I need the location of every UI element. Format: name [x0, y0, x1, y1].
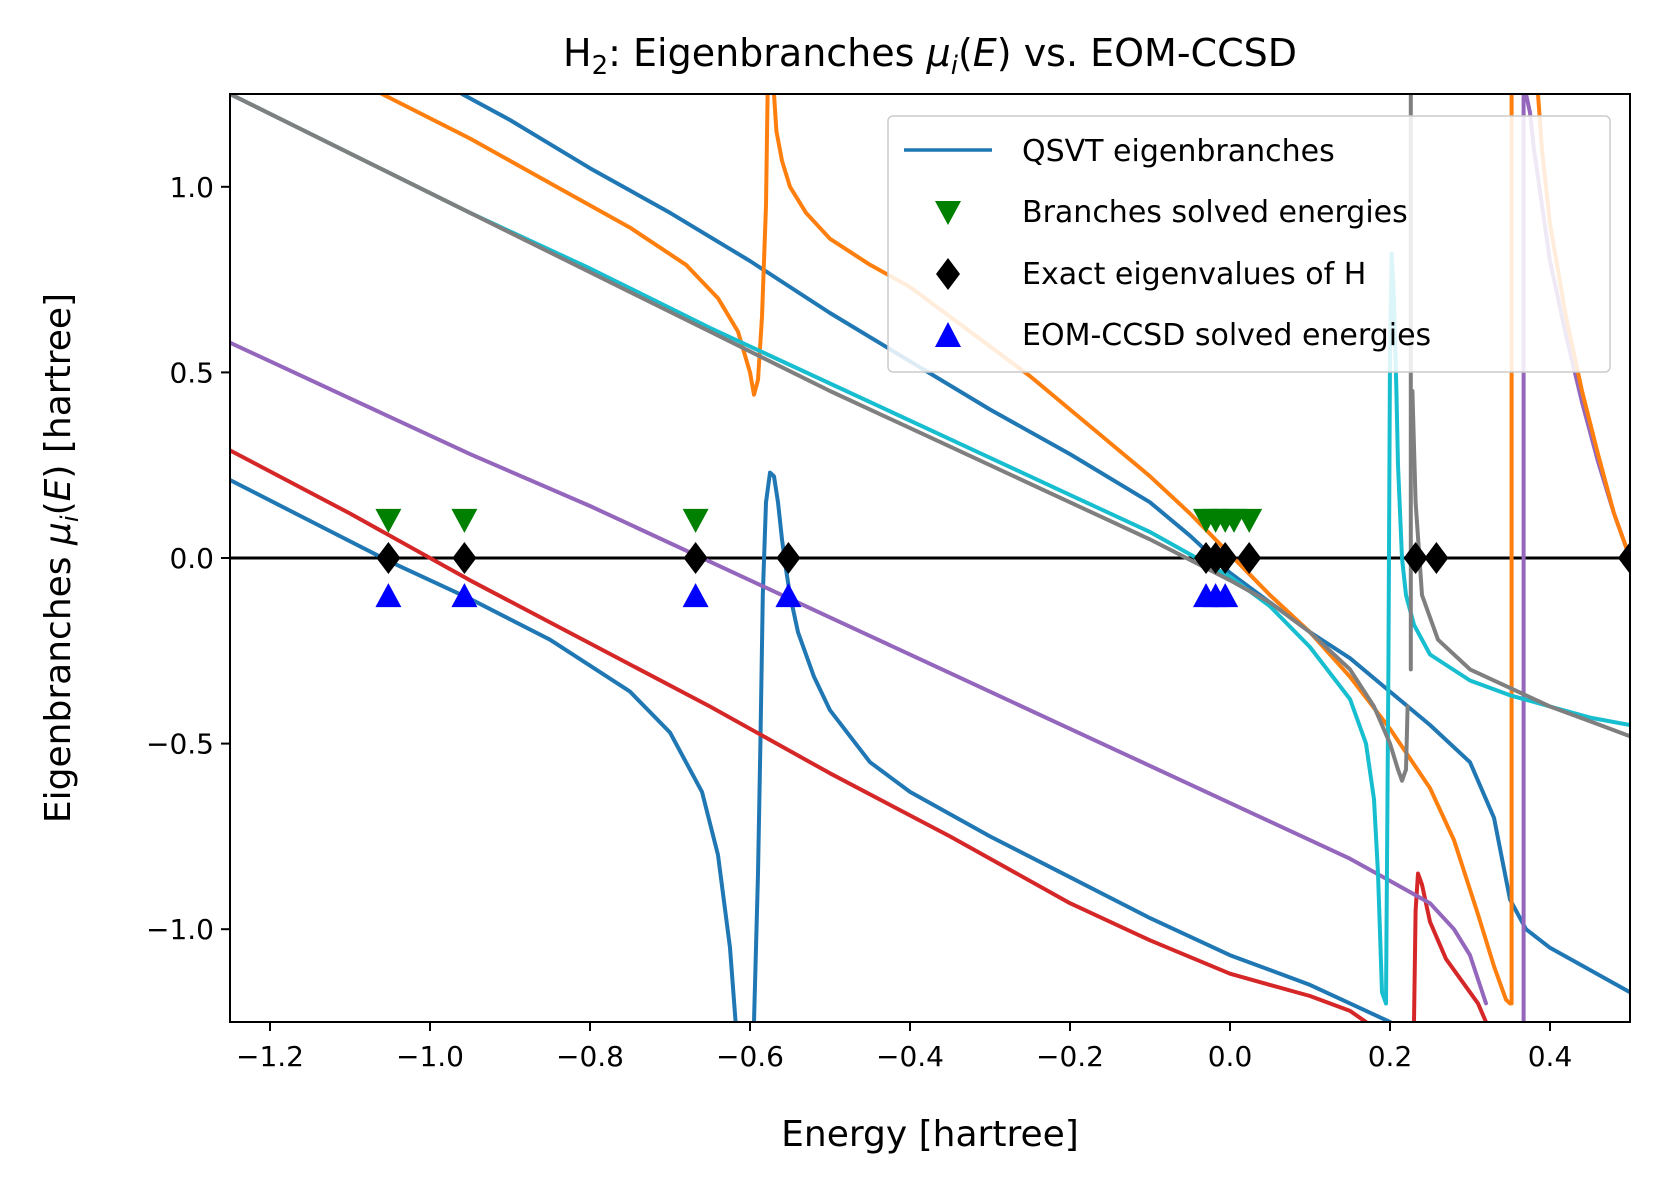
- exact-eigenvalue-marker: [376, 542, 401, 574]
- x-tick-label: −0.2: [1036, 1040, 1104, 1073]
- y-axis-label: Eigenbranches μi(E) [hartree]: [38, 293, 84, 823]
- eigenbranch-line-9: [772, 94, 1512, 1006]
- x-tick-label: −1.2: [236, 1040, 304, 1073]
- eigenbranch-line-4: [1412, 871, 1488, 1022]
- x-tick-label: −0.4: [876, 1040, 944, 1073]
- legend-triangle-down-marker: [935, 201, 961, 225]
- branches-solved-marker: [451, 508, 478, 533]
- x-tick-label: −1.0: [396, 1040, 464, 1073]
- x-axis-label: Energy [hartree]: [781, 1114, 1079, 1155]
- eigenbranch-line-14: [230, 94, 1410, 783]
- exact-eigenvalue-marker: [1213, 542, 1238, 574]
- eom-ccsd-marker: [451, 583, 478, 608]
- legend-label-eom: EOM-CCSD solved energies: [1022, 318, 1431, 353]
- exact-eigenvalue-marker: [776, 542, 801, 574]
- x-tick-label: −0.8: [556, 1040, 624, 1073]
- eigenbranch-line-1: [752, 470, 1392, 1022]
- exact-eigenvalue-marker: [1403, 542, 1428, 574]
- x-axis-ticks: −1.2 −1.0 −0.8 −0.6 −0.4 −0.2 0.0 0.2 0.4: [236, 1022, 1572, 1073]
- y-tick-label: 0.0: [169, 542, 214, 575]
- eom-ccsd-marker: [1212, 583, 1239, 608]
- exact-eigenvalue-marker: [1618, 542, 1630, 574]
- legend-label-branches: Branches solved energies: [1022, 195, 1408, 230]
- x-tick-label: 0.4: [1528, 1040, 1573, 1073]
- y-axis-ticks: −1.0 −0.5 0.0 0.5 1.0: [146, 171, 230, 946]
- branches-solved-marker: [682, 508, 709, 533]
- eigenbranch-line-16: [1410, 389, 1630, 739]
- eigenbranch-line-0: [230, 478, 738, 1022]
- eom-ccsd-marker: [775, 583, 802, 608]
- legend-label-qsvt: QSVT eigenbranches: [1022, 134, 1335, 169]
- legend: QSVT eigenbranches Branches solved energ…: [887, 115, 1611, 373]
- eigenbranch-line-8: [380, 94, 770, 397]
- chart-title: H2: Eigenbranches μi(E) vs. EOM-CCSD: [563, 31, 1297, 81]
- exact-eigenvalue-marker: [1424, 542, 1449, 574]
- x-tick-label: 0.0: [1208, 1040, 1253, 1073]
- exact-eigenvalue-marker: [1237, 542, 1262, 574]
- exact-eigenvalue-marker: [683, 542, 708, 574]
- legend-triangle-up-marker: [935, 322, 961, 347]
- legend-diamond-marker: [936, 258, 960, 290]
- y-tick-label: −1.0: [146, 913, 214, 946]
- eom-ccsd-marker: [375, 583, 402, 608]
- x-tick-label: 0.2: [1368, 1040, 1413, 1073]
- x-tick-label: −0.6: [716, 1040, 784, 1073]
- eigenbranch-line-12: [230, 94, 1388, 1006]
- plot-markers: [375, 508, 1630, 608]
- legend-box: [887, 115, 1611, 373]
- branches-solved-marker: [1236, 508, 1263, 533]
- y-tick-label: 0.5: [169, 356, 214, 389]
- eigenbranch-line-3: [230, 448, 1368, 1022]
- eom-ccsd-marker: [682, 583, 709, 608]
- branches-solved-marker: [375, 508, 402, 533]
- y-tick-label: 1.0: [169, 171, 214, 204]
- legend-label-exact: Exact eigenvalues of H: [1022, 257, 1366, 292]
- exact-eigenvalue-marker: [452, 542, 477, 574]
- eigenbranch-line-5: [230, 340, 1488, 1006]
- y-tick-label: −0.5: [146, 728, 214, 761]
